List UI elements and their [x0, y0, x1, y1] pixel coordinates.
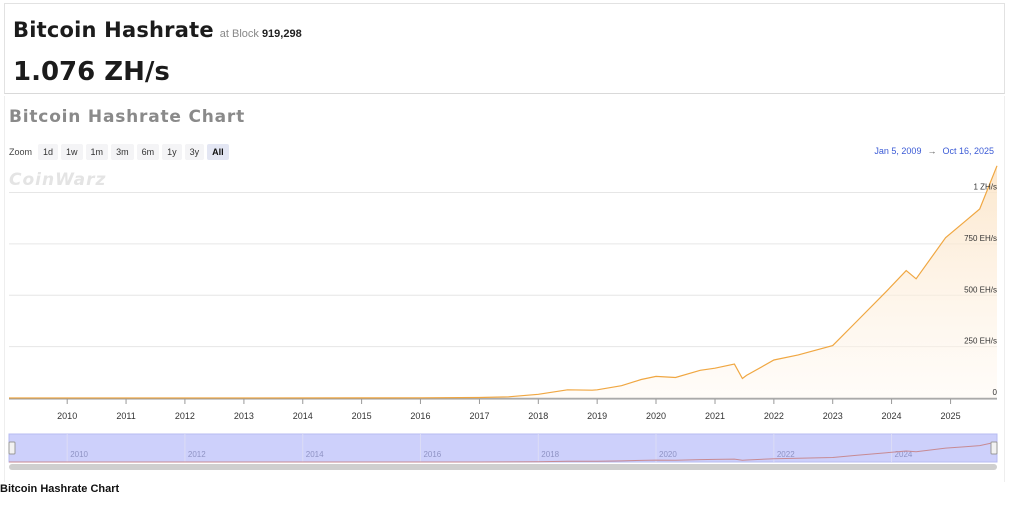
hashrate-area: [9, 165, 997, 398]
navigator-scrollbar[interactable]: [9, 464, 997, 470]
navigator-handle[interactable]: [990, 441, 998, 455]
range-arrow-icon: →: [927, 146, 937, 156]
x-tick-label: 2012: [175, 411, 195, 421]
handle-grip: [990, 441, 998, 455]
y-tick-label: 500 EH/s: [964, 285, 997, 294]
x-tick-label: 2023: [823, 411, 843, 421]
zoom-all-button[interactable]: All: [207, 144, 229, 160]
navigator-tick-label: 2020: [659, 450, 677, 459]
x-tick-label: 2017: [469, 411, 489, 421]
hashrate-chart: 0 250 EH/s 500 EH/s 750 EH/s 1 ZH/s 2010 2011…: [8, 165, 998, 470]
zoom-1y-button[interactable]: 1y: [162, 144, 182, 160]
zoom-1d-button[interactable]: 1d: [38, 144, 59, 160]
x-tick-label: 2016: [410, 411, 430, 421]
y-tick-label: 250 EH/s: [964, 337, 997, 346]
x-tick-label: 2021: [705, 411, 725, 421]
coinwarz-watermark-logo: CoinWarz: [9, 170, 107, 190]
range-end-input[interactable]: Oct 16, 2025: [942, 146, 994, 156]
x-tick-label: 2022: [764, 411, 784, 421]
navigator-tick-label: 2010: [70, 450, 88, 459]
navigator-tick-label: 2018: [541, 450, 559, 459]
x-tick-label: 2024: [882, 411, 902, 421]
y-tick-label: 1 ZH/s: [973, 183, 997, 192]
x-tick-label: 2010: [57, 411, 77, 421]
chart-title: Bitcoin Hashrate Chart: [9, 107, 246, 127]
chart-card: Bitcoin Hashrate Chart Zoom 1d 1w 1m 3m …: [4, 96, 1005, 482]
x-tick-label: 2011: [116, 411, 135, 421]
x-tick-label: 2015: [352, 411, 372, 421]
navigator-tick-label: 2024: [895, 450, 913, 459]
hashrate-series-line: [9, 165, 998, 399]
title-row: Bitcoin Hashrate at Block 919,298: [13, 18, 302, 42]
date-range: Jan 5, 2009 → Oct 16, 2025: [874, 146, 994, 156]
navigator-tick-label: 2022: [777, 450, 795, 459]
x-tick-label: 2018: [528, 411, 548, 421]
y-tick-label: 750 EH/s: [964, 234, 997, 243]
x-tick-label: 2020: [646, 411, 666, 421]
y-tick-label: 0: [993, 388, 998, 397]
zoom-3m-button[interactable]: 3m: [111, 144, 134, 160]
navigator-tick-label: 2012: [188, 450, 206, 459]
zoom-label: Zoom: [9, 147, 33, 157]
hashrate-header: Bitcoin Hashrate at Block 919,298 1.076 …: [4, 3, 1005, 94]
zoom-6m-button[interactable]: 6m: [136, 144, 160, 160]
block-label: at Block: [219, 28, 259, 40]
zoom-1w-button[interactable]: 1w: [61, 144, 83, 160]
x-tick-label: 2025: [941, 411, 961, 421]
x-tick-label: 2014: [293, 411, 313, 421]
chart-caption: Bitcoin Hashrate Chart: [0, 483, 120, 495]
x-tick-label: 2013: [234, 411, 254, 421]
block-number: 919,298: [261, 28, 302, 40]
handle-grip: [8, 441, 16, 455]
navigator-series-line: [9, 441, 998, 463]
page-title: Bitcoin Hashrate: [13, 18, 214, 42]
navigator-selection: [8, 433, 998, 463]
zoom-1m-button[interactable]: 1m: [85, 144, 109, 160]
navigator-handle[interactable]: [8, 441, 16, 455]
zoom-controls: Zoom 1d 1w 1m 3m 6m 1y 3y All: [9, 144, 232, 160]
x-tick-label: 2019: [587, 411, 607, 421]
navigator-tick-label: 2014: [306, 450, 324, 459]
zoom-3y-button[interactable]: 3y: [184, 144, 205, 160]
range-start-input[interactable]: Jan 5, 2009: [874, 146, 922, 156]
current-hashrate: 1.076 ZH/s: [13, 57, 170, 87]
navigator-tick-label: 2016: [423, 450, 441, 459]
